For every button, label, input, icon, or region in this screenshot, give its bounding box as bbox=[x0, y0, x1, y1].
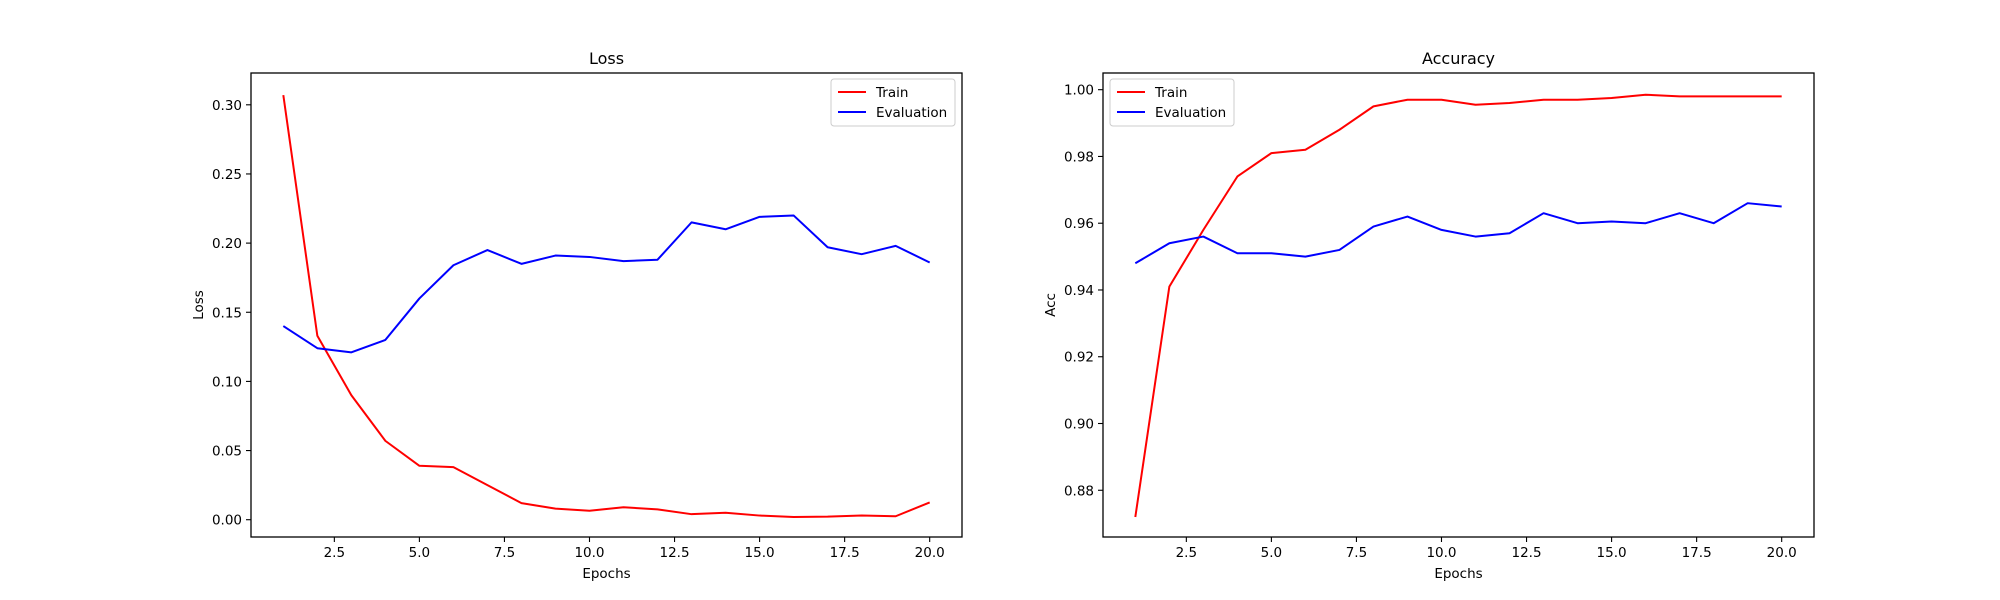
loss-y-axis-label: Loss bbox=[191, 290, 207, 320]
loss-series bbox=[282, 94, 931, 518]
accuracy-x-tick-label: 20.0 bbox=[1767, 545, 1797, 561]
accuracy-x-tick-label: 12.5 bbox=[1512, 545, 1542, 561]
loss-y-tick-label: 0.10 bbox=[212, 374, 242, 390]
accuracy-series-evaluation-line bbox=[1134, 202, 1782, 265]
accuracy-x-tick-label: 5.0 bbox=[1261, 545, 1282, 561]
accuracy-x-tick-label: 7.5 bbox=[1346, 545, 1367, 561]
loss-x-axis-label: Epochs bbox=[582, 566, 630, 582]
accuracy-x-ticks: 2.5 5.0 7.5 10.0 12.5 15.0 17.5 20.0 bbox=[1176, 537, 1797, 561]
accuracy-x-tick-label: 15.0 bbox=[1597, 545, 1627, 561]
accuracy-y-axis-label: Acc bbox=[1043, 293, 1059, 317]
loss-legend: Train Evaluation bbox=[830, 78, 956, 127]
accuracy-series bbox=[1134, 93, 1782, 518]
accuracy-x-tick-label: 2.5 bbox=[1176, 545, 1197, 561]
loss-x-tick-label: 12.5 bbox=[660, 545, 690, 561]
accuracy-legend-box bbox=[1109, 78, 1235, 127]
loss-series-evaluation-line bbox=[282, 214, 931, 354]
loss-x-tick-label: 5.0 bbox=[409, 545, 430, 561]
accuracy-y-tick-label: 0.92 bbox=[1064, 350, 1094, 366]
accuracy-y-tick-label: 1.00 bbox=[1064, 83, 1094, 99]
loss-plot-area bbox=[250, 72, 963, 538]
accuracy-y-tick-label: 0.88 bbox=[1064, 483, 1094, 499]
accuracy-legend-train-label: Train bbox=[1154, 85, 1187, 101]
accuracy-x-axis-label: Epochs bbox=[1434, 566, 1482, 582]
accuracy-y-tick-label: 0.96 bbox=[1064, 216, 1094, 232]
loss-legend-evaluation-label: Evaluation bbox=[876, 105, 947, 121]
loss-x-tick-label: 7.5 bbox=[494, 545, 515, 561]
loss-chart: Loss Epochs Loss 2.5 5.0 7.5 10.0 12.5 15.0 17… bbox=[191, 49, 963, 582]
loss-series-train-line bbox=[282, 94, 931, 518]
loss-x-tick-label: 20.0 bbox=[915, 545, 945, 561]
loss-x-tick-label: 15.0 bbox=[745, 545, 775, 561]
loss-x-ticks: 2.5 5.0 7.5 10.0 12.5 15.0 17.5 20.0 bbox=[324, 537, 945, 561]
loss-y-tick-label: 0.20 bbox=[212, 236, 242, 252]
accuracy-chart: Accuracy Epochs Acc 2.5 5.0 7.5 10.0 12.5 15.… bbox=[1043, 49, 1815, 582]
loss-y-tick-label: 0.15 bbox=[212, 305, 242, 321]
accuracy-y-tick-label: 0.94 bbox=[1064, 283, 1094, 299]
loss-legend-train-label: Train bbox=[875, 85, 908, 101]
loss-chart-title: Loss bbox=[589, 49, 624, 68]
loss-y-tick-label: 0.25 bbox=[212, 167, 242, 183]
loss-y-tick-label: 0.00 bbox=[212, 513, 242, 529]
loss-x-tick-label: 10.0 bbox=[574, 545, 604, 561]
accuracy-legend: Train Evaluation bbox=[1109, 78, 1235, 127]
loss-y-ticks: 0.00 0.05 0.10 0.15 0.20 0.25 0.30 bbox=[212, 98, 251, 529]
loss-x-tick-label: 2.5 bbox=[324, 545, 345, 561]
accuracy-y-tick-label: 0.90 bbox=[1064, 417, 1094, 433]
loss-y-tick-label: 0.05 bbox=[212, 444, 242, 460]
loss-legend-box bbox=[830, 78, 956, 127]
accuracy-legend-evaluation-label: Evaluation bbox=[1155, 105, 1226, 121]
loss-y-tick-label: 0.30 bbox=[212, 98, 242, 114]
accuracy-series-train-line bbox=[1134, 93, 1782, 518]
accuracy-y-ticks: 0.88 0.90 0.92 0.94 0.96 0.98 1.00 bbox=[1064, 83, 1103, 499]
accuracy-plot-area bbox=[1102, 72, 1815, 538]
loss-x-tick-label: 17.5 bbox=[830, 545, 860, 561]
accuracy-y-tick-label: 0.98 bbox=[1064, 149, 1094, 165]
accuracy-x-tick-label: 17.5 bbox=[1682, 545, 1712, 561]
accuracy-x-tick-label: 10.0 bbox=[1426, 545, 1456, 561]
accuracy-chart-title: Accuracy bbox=[1422, 49, 1495, 68]
